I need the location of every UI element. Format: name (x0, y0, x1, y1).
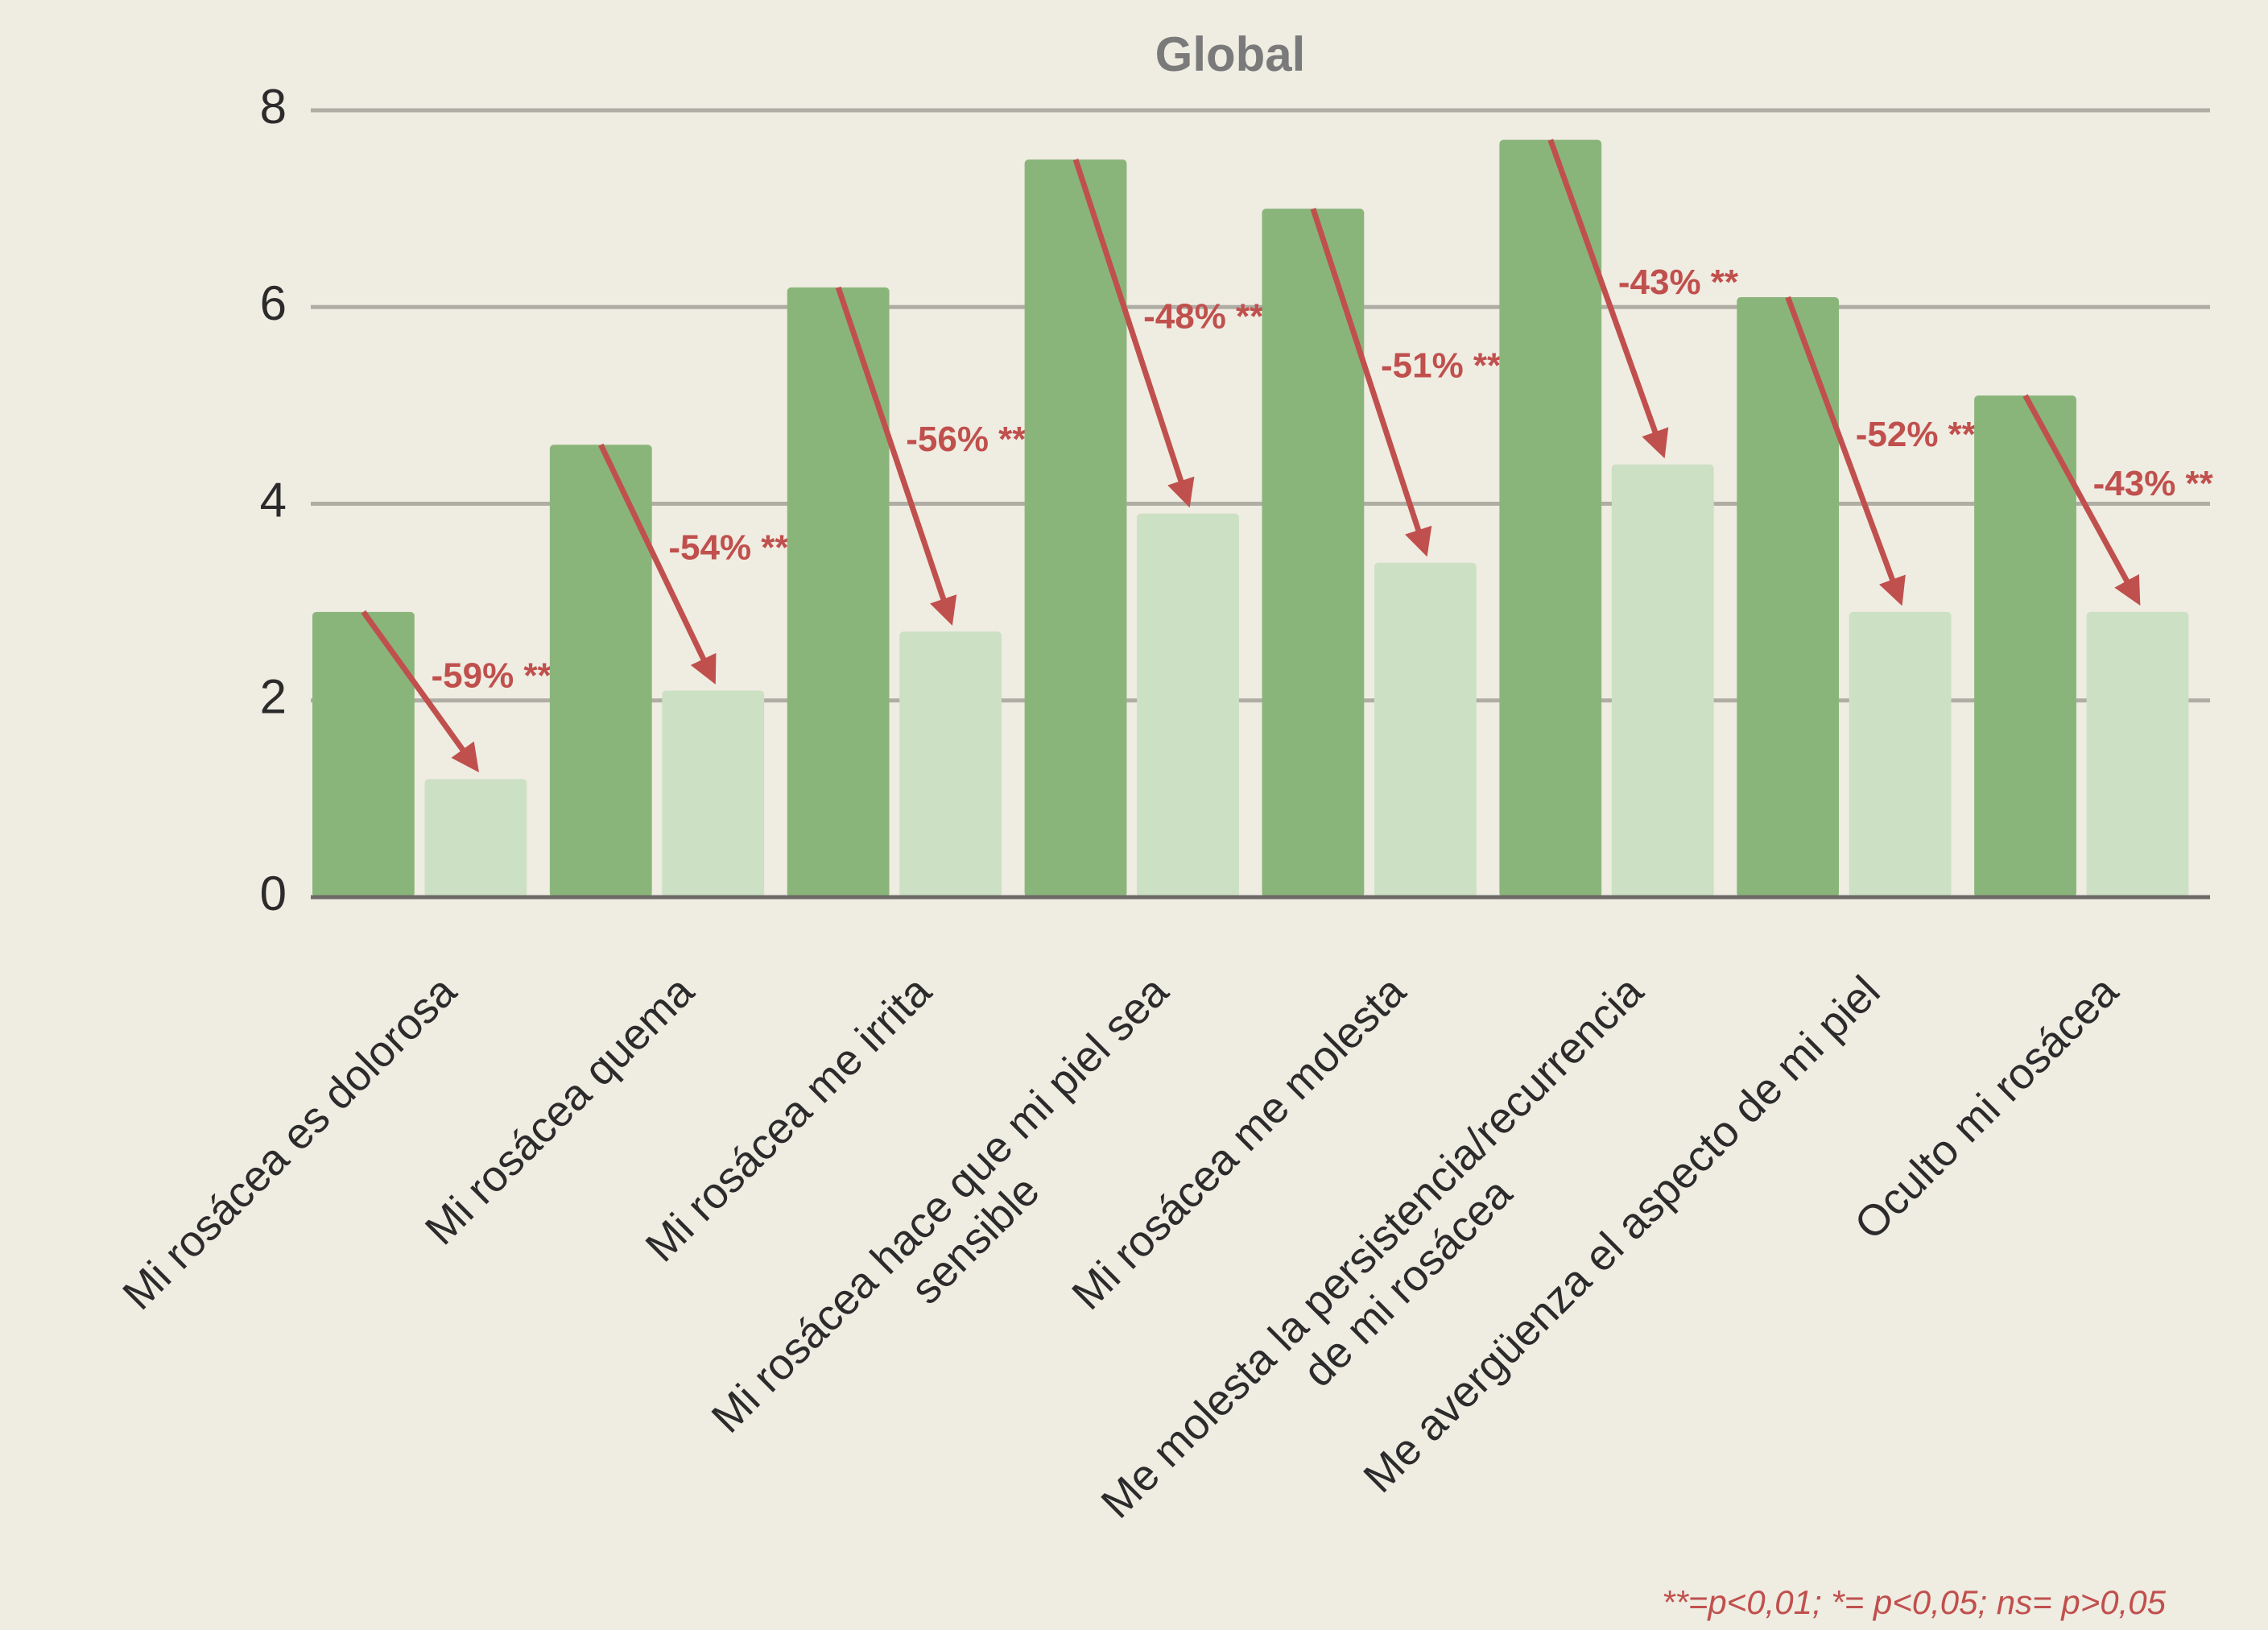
bar (424, 779, 527, 897)
bar (1024, 159, 1127, 897)
bar (1611, 464, 1714, 897)
bar (1849, 611, 1952, 897)
y-tick-label: 8 (260, 80, 287, 134)
change-label: -48% ** (1143, 297, 1264, 337)
change-label: -51% ** (1381, 346, 1502, 386)
bar (312, 611, 415, 897)
change-arrow (2022, 394, 2141, 606)
y-tick-label: 2 (260, 670, 287, 724)
bar (1499, 139, 1602, 897)
bar (1974, 395, 2076, 898)
change-label: -43% ** (2093, 464, 2214, 503)
change-arrow (1072, 158, 1195, 508)
change-arrow (598, 443, 717, 685)
chart-title: Global (1155, 27, 1306, 81)
change-arrow (835, 286, 957, 626)
bar (899, 631, 1002, 897)
y-tick-label: 4 (260, 473, 287, 527)
y-tick-label: 0 (260, 867, 287, 920)
bar (549, 445, 652, 897)
y-tick-label: 6 (260, 276, 287, 330)
footnote: **=p<0,01; *= p<0,05; ns= p>0,05 (1662, 1583, 2166, 1621)
change-label: -56% ** (906, 420, 1027, 459)
change-label: -52% ** (1856, 415, 1977, 454)
change-arrow (361, 610, 479, 773)
bar (662, 690, 765, 897)
change-label: -43% ** (1618, 263, 1739, 302)
change-label: -59% ** (431, 656, 552, 695)
bar (787, 287, 890, 897)
bar (1262, 209, 1365, 897)
bar (1737, 297, 1840, 898)
bar (1137, 513, 1239, 897)
bar (2086, 611, 2189, 897)
change-arrow (1547, 139, 1669, 459)
change-arrow (1310, 208, 1432, 557)
change-label: -54% ** (668, 528, 789, 568)
bar (1374, 562, 1477, 897)
change-arrow (1785, 296, 1906, 606)
